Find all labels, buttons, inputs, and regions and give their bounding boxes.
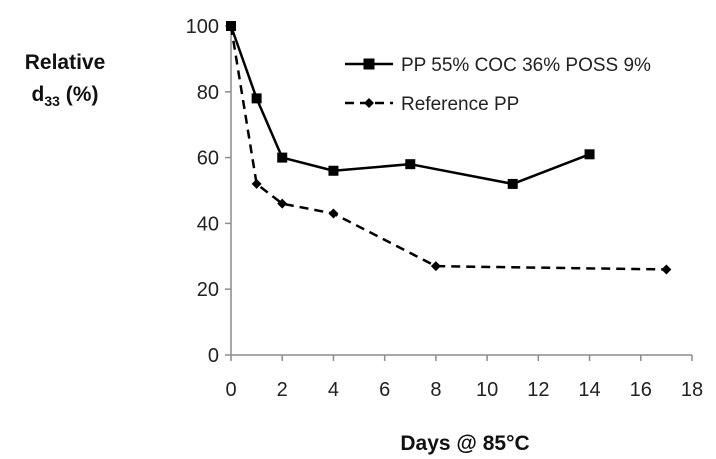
y-tick-label: 0 bbox=[208, 345, 219, 367]
x-axis-label: Days @ 85°C bbox=[400, 432, 529, 455]
y-axis-ticks: 0 20 40 60 80 100 bbox=[186, 16, 231, 367]
data-point bbox=[430, 261, 441, 272]
x-tick-label: 16 bbox=[630, 379, 652, 401]
x-tick-label: 18 bbox=[681, 379, 703, 401]
chart-axes bbox=[230, 26, 692, 356]
y-axis-label-subscript: 33 bbox=[44, 93, 60, 109]
y-axis-label-main: d bbox=[32, 83, 45, 106]
data-point bbox=[277, 152, 288, 163]
legend-marker-square bbox=[363, 58, 375, 70]
data-point bbox=[405, 159, 416, 170]
legend-label-series-1: PP 55% COC 36% POSS 9% bbox=[401, 55, 651, 76]
data-point bbox=[507, 178, 518, 189]
chart-legend: PP 55% COC 36% POSS 9% Reference PP bbox=[345, 55, 651, 115]
legend-label-series-2: Reference PP bbox=[401, 94, 519, 115]
series-2 bbox=[226, 21, 672, 275]
data-point bbox=[584, 149, 595, 160]
series-layer bbox=[226, 21, 672, 275]
y-axis-label-line1: Relative bbox=[25, 51, 106, 74]
x-tick-label: 0 bbox=[225, 379, 236, 401]
data-point bbox=[251, 178, 262, 189]
x-tick-label: 12 bbox=[527, 379, 549, 401]
x-tick-label: 8 bbox=[430, 379, 441, 401]
y-tick-label: 40 bbox=[197, 213, 219, 235]
data-point bbox=[328, 165, 339, 176]
x-tick-label: 14 bbox=[578, 379, 600, 401]
y-tick-label: 60 bbox=[197, 148, 219, 170]
y-axis-label: Relative d33 (%) bbox=[25, 51, 106, 109]
data-point bbox=[226, 21, 236, 31]
x-tick-label: 10 bbox=[476, 379, 498, 401]
data-point bbox=[661, 264, 672, 275]
legend-entry-series-2: Reference PP bbox=[345, 94, 519, 115]
y-axis-label-line2: d33 (%) bbox=[32, 83, 99, 109]
y-tick-label: 100 bbox=[186, 16, 219, 38]
data-point bbox=[277, 198, 288, 209]
legend-marker-diamond bbox=[364, 98, 374, 108]
legend-entry-series-1: PP 55% COC 36% POSS 9% bbox=[345, 55, 651, 76]
x-axis-ticks: 0 2 4 6 8 10 12 14 16 18 bbox=[225, 355, 703, 401]
x-tick-label: 2 bbox=[277, 379, 288, 401]
data-point bbox=[328, 208, 339, 219]
series-line-2 bbox=[229, 25, 667, 271]
y-axis-label-tail: (%) bbox=[60, 83, 99, 106]
x-tick-label: 4 bbox=[328, 379, 339, 401]
y-tick-label: 80 bbox=[197, 82, 219, 104]
x-tick-label: 6 bbox=[379, 379, 390, 401]
y-tick-label: 20 bbox=[197, 279, 219, 301]
data-point bbox=[251, 93, 262, 104]
series-1 bbox=[226, 21, 595, 189]
